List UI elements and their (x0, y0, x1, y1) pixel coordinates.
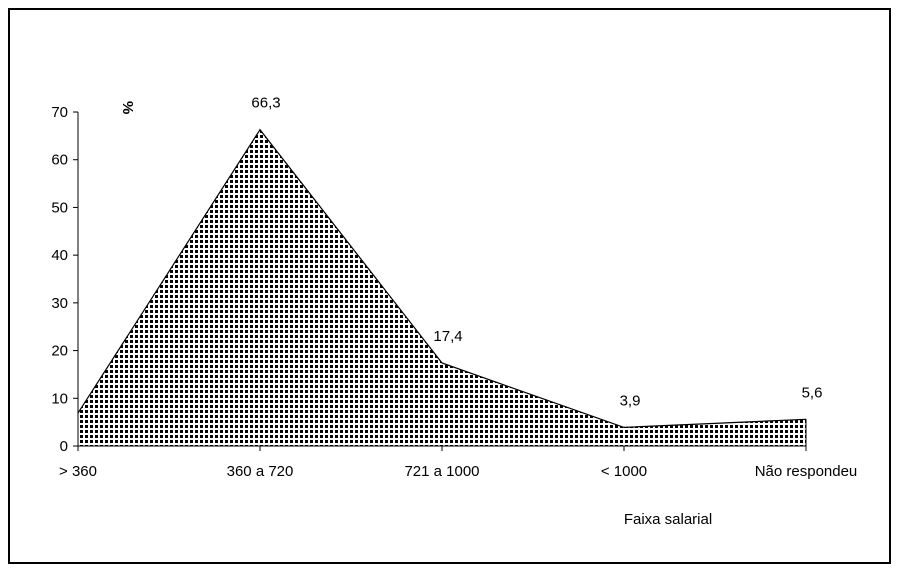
data-point-2 (441, 362, 443, 364)
x-tick-label-1: 360 a 720 (227, 463, 294, 480)
y-axis-label: % (119, 101, 136, 114)
chart-frame: 0 10 20 30 40 50 60 70 > 360 360 a 720 721 a 1000 <… (8, 8, 891, 564)
y-tick-label-0: 0 (60, 438, 68, 455)
area-chart: 0 10 20 30 40 50 60 70 > 360 360 a 720 721 a 1000 <… (51, 95, 858, 528)
x-tick-label-0: > 360 (59, 463, 97, 480)
x-tick-label-4: Não respondeu (755, 463, 858, 480)
x-tick-label-3: < 1000 (601, 463, 647, 480)
y-tick-label-40: 40 (51, 247, 68, 264)
x-axis-label: Faixa salarial (624, 511, 712, 528)
y-tick-label-50: 50 (51, 199, 68, 216)
area-fill (78, 129, 806, 446)
data-label-2: 17,4 (433, 328, 462, 345)
data-label-1: 66,3 (251, 95, 280, 112)
data-label-4: 5,6 (802, 384, 823, 401)
y-tick-label-60: 60 (51, 152, 68, 169)
y-tick-label-70: 70 (51, 104, 68, 121)
data-point-1 (259, 129, 261, 131)
data-label-3: 3,9 (620, 392, 641, 409)
data-point-3 (623, 426, 625, 428)
y-tick-label-10: 10 (51, 390, 68, 407)
x-tick-label-2: 721 a 1000 (404, 463, 479, 480)
y-tick-label-30: 30 (51, 295, 68, 312)
y-tick-label-20: 20 (51, 343, 68, 360)
